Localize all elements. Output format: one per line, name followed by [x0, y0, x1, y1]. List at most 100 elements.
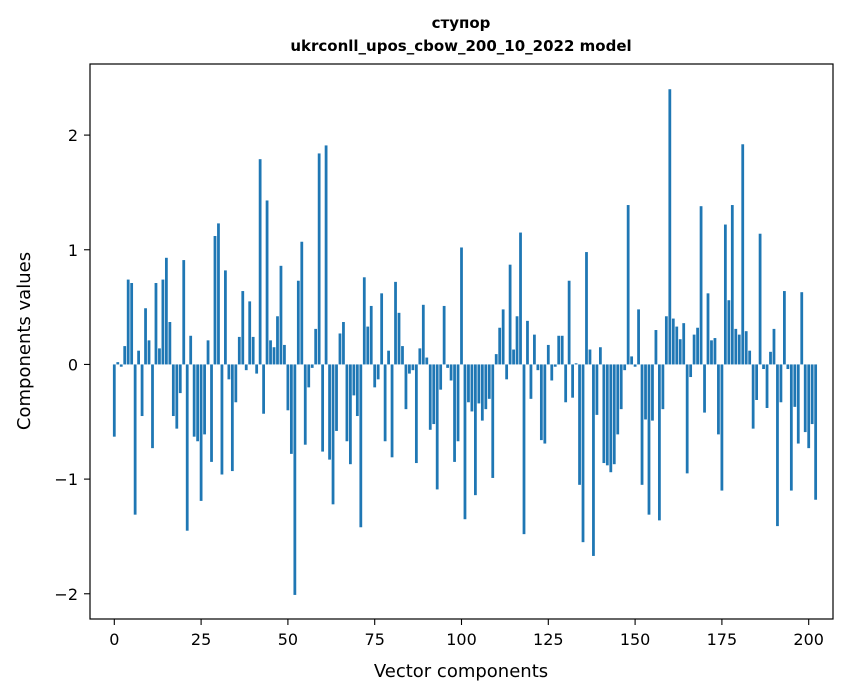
bar-56: [307, 364, 311, 388]
bar-133: [574, 363, 578, 365]
bar-45: [269, 340, 272, 365]
bar-82: [397, 312, 401, 365]
bar-178: [730, 205, 734, 365]
y-tick-label: −1: [54, 470, 78, 489]
bar-98: [453, 364, 456, 462]
bar-4: [126, 279, 130, 365]
bar-155: [651, 364, 654, 421]
bar-72: [362, 277, 366, 365]
bar-114: [508, 264, 512, 365]
bar-125: [546, 344, 550, 365]
chart-subtitle: ukrconll_upos_cbow_200_10_2022 model: [290, 37, 631, 55]
bar-149: [630, 356, 634, 365]
bar-32: [224, 270, 227, 365]
bar-176: [723, 224, 727, 365]
bar-96: [446, 364, 449, 368]
bar-196: [793, 364, 797, 407]
bar-106: [480, 364, 484, 421]
bar-164: [682, 323, 686, 365]
bar-5: [130, 283, 134, 365]
bar-142: [605, 364, 609, 466]
bar-123: [539, 364, 543, 441]
x-tick-label: 150: [620, 630, 651, 649]
bar-95: [442, 305, 446, 365]
bar-93: [435, 364, 439, 490]
bar-50: [286, 364, 290, 411]
bar-118: [522, 364, 526, 535]
bar-16: [168, 322, 172, 365]
x-axis-label: Vector components: [374, 661, 548, 682]
bar-22: [189, 335, 193, 365]
bar-89: [421, 304, 425, 365]
bar-76: [376, 364, 380, 380]
bar-181: [741, 144, 745, 365]
bar-36: [237, 336, 241, 365]
bar-26: [203, 364, 206, 435]
bar-65: [338, 333, 342, 365]
bar-159: [664, 316, 668, 365]
bar-157: [658, 364, 661, 521]
bar-160: [668, 89, 672, 365]
bar-130: [564, 364, 568, 403]
bars-group: [112, 89, 818, 595]
bar-15: [164, 257, 168, 365]
bar-88: [418, 348, 422, 365]
bar-81: [394, 281, 397, 365]
bar-40: [251, 336, 255, 365]
bar-182: [744, 331, 748, 365]
x-axis-ticks: 0 25 50 75 100 125 150 175 200: [109, 619, 824, 649]
bar-188: [765, 364, 769, 408]
bar-109: [491, 364, 495, 478]
bar-140: [598, 347, 602, 365]
bar-143: [609, 364, 613, 473]
bar-138: [592, 364, 595, 556]
bar-154: [647, 364, 651, 515]
bar-131: [567, 280, 571, 365]
bar-0: [112, 364, 116, 437]
bar-126: [550, 364, 554, 381]
bar-199: [803, 364, 807, 433]
bar-179: [734, 328, 738, 365]
bar-136: [585, 252, 588, 365]
bar-57: [310, 364, 314, 368]
bar-12: [154, 283, 158, 365]
bar-108: [487, 364, 491, 399]
bar-85: [408, 364, 411, 374]
bar-27: [206, 340, 210, 365]
bar-64: [335, 364, 338, 431]
y-axis-ticks: 2 1 0 −1 −2: [54, 126, 90, 604]
bar-122: [536, 364, 540, 371]
bar-128: [557, 335, 561, 365]
bar-161: [671, 318, 675, 365]
bar-67: [345, 364, 349, 442]
bar-148: [626, 205, 630, 365]
bar-39: [248, 301, 252, 365]
x-tick-label: 75: [365, 630, 385, 649]
bar-184: [751, 364, 755, 429]
bar-60: [321, 364, 325, 452]
bar-25: [199, 364, 203, 501]
bar-97: [449, 364, 453, 381]
bar-11: [151, 364, 154, 449]
bar-152: [640, 364, 644, 485]
bar-191: [776, 364, 779, 527]
y-tick-label: 0: [68, 355, 78, 374]
bar-170: [703, 364, 706, 413]
bar-137: [588, 349, 592, 365]
bar-177: [727, 300, 731, 365]
bar-41: [255, 364, 259, 374]
bar-63: [331, 364, 335, 505]
bar-120: [529, 364, 533, 399]
bar-94: [439, 364, 443, 390]
chart-title: ступор: [432, 14, 491, 32]
bar-192: [779, 364, 783, 403]
x-tick-label: 100: [446, 630, 477, 649]
bar-195: [789, 364, 793, 491]
bar-158: [661, 364, 665, 410]
bar-165: [685, 364, 689, 474]
bar-151: [637, 309, 640, 365]
bar-183: [748, 350, 752, 365]
bar-79: [387, 350, 390, 365]
bar-146: [619, 364, 623, 410]
bar-115: [512, 349, 515, 365]
